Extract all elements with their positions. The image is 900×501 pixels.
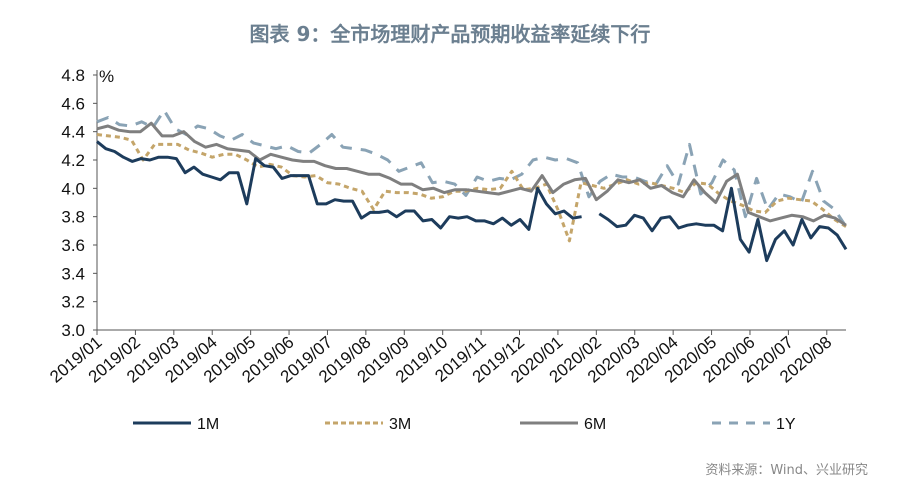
legend-label-1M: 1M (197, 416, 219, 433)
y-tick-label: 4.0 (61, 179, 85, 198)
y-tick-label: 3.8 (61, 208, 85, 227)
y-tick-label: 4.2 (61, 151, 85, 170)
series-line-1M (96, 140, 848, 263)
legend-label-3M: 3M (389, 416, 411, 433)
y-tick-label: 4.8 (61, 66, 85, 85)
series-line-6M (96, 121, 847, 227)
series-line-3M (96, 133, 847, 243)
y-tick-label: 4.4 (61, 123, 85, 142)
series-line-1Y (96, 108, 848, 228)
legend-label-6M: 6M (584, 416, 606, 433)
chart-title: 图表 9：全市场理财产品预期收益率延续下行 (250, 22, 651, 46)
y-tick-label: 3.0 (61, 321, 85, 340)
y-tick-label: 3.4 (61, 264, 85, 283)
y-tick-label: 4.6 (61, 94, 85, 113)
y-tick-label: 3.6 (61, 236, 85, 255)
y-tick-label: 3.2 (61, 293, 85, 312)
legend-label-1Y: 1Y (776, 416, 796, 433)
y-axis-unit: % (99, 67, 114, 86)
source-note: 资料来源：Wind、兴业研究 (705, 463, 868, 478)
